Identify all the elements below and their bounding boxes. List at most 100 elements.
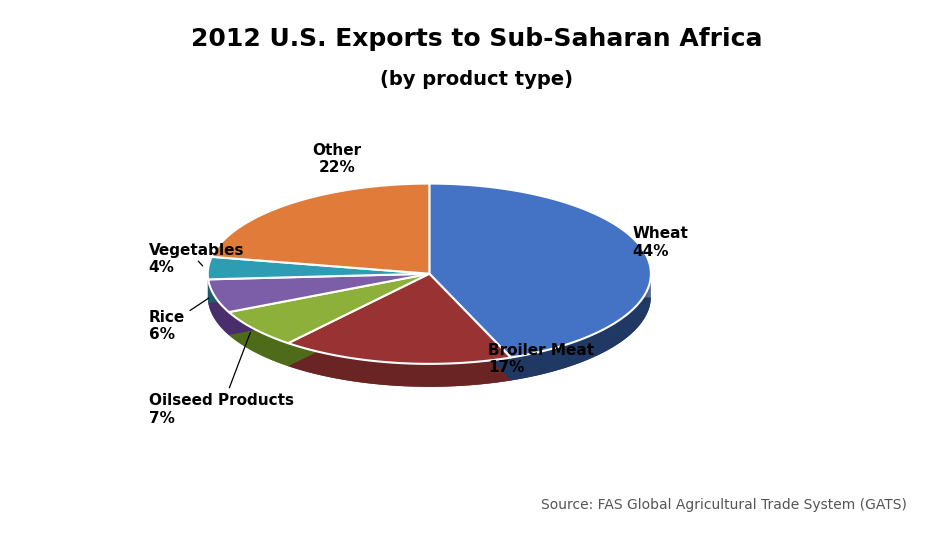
Polygon shape [560, 345, 564, 369]
Polygon shape [361, 359, 363, 383]
Polygon shape [351, 358, 353, 382]
Polygon shape [644, 293, 645, 318]
Polygon shape [208, 274, 428, 302]
Polygon shape [307, 349, 308, 372]
Polygon shape [428, 274, 510, 380]
Polygon shape [289, 344, 291, 367]
Polygon shape [415, 364, 417, 386]
Polygon shape [645, 291, 646, 316]
Polygon shape [419, 364, 421, 387]
Polygon shape [357, 359, 359, 382]
Polygon shape [423, 364, 425, 387]
Polygon shape [470, 362, 472, 385]
Polygon shape [389, 363, 391, 385]
Polygon shape [304, 348, 306, 371]
Polygon shape [288, 274, 510, 364]
Polygon shape [308, 350, 310, 373]
Polygon shape [634, 305, 636, 330]
Polygon shape [315, 351, 317, 375]
Polygon shape [331, 354, 333, 378]
Text: Wheat
44%: Wheat 44% [632, 226, 687, 259]
Polygon shape [613, 322, 616, 347]
Polygon shape [452, 363, 455, 386]
Polygon shape [630, 309, 632, 334]
Polygon shape [478, 362, 480, 385]
Polygon shape [448, 364, 450, 386]
Polygon shape [376, 361, 378, 384]
Polygon shape [632, 307, 634, 332]
Polygon shape [493, 360, 495, 383]
Polygon shape [321, 352, 322, 376]
Polygon shape [363, 360, 365, 383]
Polygon shape [397, 363, 399, 386]
Polygon shape [228, 274, 428, 335]
Polygon shape [326, 353, 327, 377]
Polygon shape [472, 362, 474, 385]
Polygon shape [302, 347, 304, 371]
Polygon shape [411, 364, 413, 386]
Polygon shape [395, 363, 397, 386]
Polygon shape [435, 364, 437, 387]
Polygon shape [431, 364, 433, 387]
Polygon shape [208, 274, 428, 312]
Polygon shape [597, 331, 601, 355]
Polygon shape [406, 363, 407, 386]
Polygon shape [482, 361, 484, 384]
Polygon shape [466, 363, 468, 385]
Polygon shape [378, 362, 380, 385]
Polygon shape [336, 356, 338, 379]
Polygon shape [446, 364, 448, 386]
Polygon shape [576, 340, 580, 364]
Polygon shape [322, 353, 324, 376]
Text: Other
22%: Other 22% [312, 143, 361, 175]
Polygon shape [510, 357, 515, 380]
Polygon shape [344, 357, 346, 380]
Polygon shape [401, 363, 403, 386]
Polygon shape [538, 351, 543, 375]
Polygon shape [547, 349, 551, 373]
Polygon shape [515, 356, 520, 380]
Polygon shape [399, 363, 401, 386]
Polygon shape [625, 313, 628, 338]
Polygon shape [463, 363, 465, 386]
Polygon shape [607, 326, 610, 350]
Polygon shape [501, 359, 503, 382]
Polygon shape [211, 184, 428, 274]
Text: Vegetables
4%: Vegetables 4% [149, 243, 244, 275]
Polygon shape [329, 354, 331, 378]
Polygon shape [594, 332, 597, 357]
Polygon shape [291, 344, 292, 367]
Polygon shape [556, 346, 560, 371]
Polygon shape [572, 341, 576, 365]
Polygon shape [403, 363, 406, 386]
Polygon shape [368, 360, 370, 384]
Polygon shape [349, 358, 351, 381]
Polygon shape [450, 363, 452, 386]
Polygon shape [486, 360, 487, 384]
Polygon shape [580, 338, 584, 363]
Polygon shape [439, 364, 441, 387]
Polygon shape [367, 360, 368, 383]
Polygon shape [459, 363, 461, 386]
Polygon shape [386, 362, 387, 385]
Polygon shape [543, 350, 547, 374]
Polygon shape [327, 354, 329, 377]
Text: Source: FAS Global Agricultural Trade System (GATS): Source: FAS Global Agricultural Trade Sy… [541, 498, 906, 512]
Polygon shape [465, 363, 466, 386]
Polygon shape [491, 360, 493, 383]
Polygon shape [306, 349, 307, 372]
Text: Broiler Meat
17%: Broiler Meat 17% [487, 343, 594, 376]
Polygon shape [534, 352, 538, 376]
Polygon shape [208, 296, 428, 335]
Polygon shape [587, 335, 590, 360]
Polygon shape [387, 362, 389, 385]
Polygon shape [391, 363, 393, 386]
Polygon shape [228, 274, 428, 343]
Polygon shape [564, 344, 568, 368]
Polygon shape [319, 352, 321, 375]
Polygon shape [288, 343, 289, 366]
Polygon shape [409, 364, 411, 386]
Polygon shape [413, 364, 415, 386]
Polygon shape [457, 363, 459, 386]
Polygon shape [372, 361, 374, 384]
